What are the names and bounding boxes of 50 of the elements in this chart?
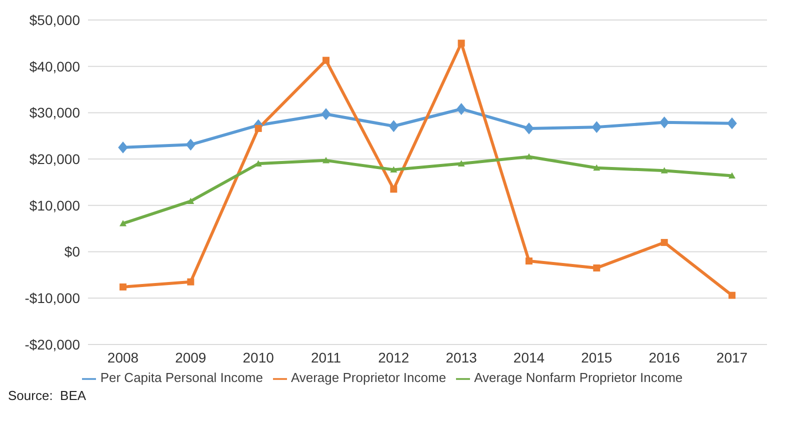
point bbox=[186, 138, 196, 151]
y-tick-label: $20,000 bbox=[29, 151, 80, 168]
point bbox=[322, 56, 330, 64]
legend-label: Average Proprietor Income bbox=[290, 370, 446, 386]
point bbox=[593, 164, 600, 171]
x-tick-label: 2015 bbox=[581, 349, 612, 366]
x-tick-label: 2009 bbox=[175, 349, 206, 366]
point bbox=[118, 142, 128, 154]
point bbox=[390, 166, 398, 173]
y-tick-label: -$20,000 bbox=[24, 336, 80, 352]
x-tick-label: 2011 bbox=[310, 349, 342, 366]
point bbox=[728, 172, 736, 179]
point bbox=[321, 108, 331, 120]
point bbox=[660, 167, 668, 174]
point bbox=[120, 283, 126, 290]
point bbox=[187, 278, 194, 286]
point bbox=[593, 264, 600, 272]
x-tick-label: 2014 bbox=[513, 349, 545, 366]
x-tick-label: 2010 bbox=[242, 349, 274, 366]
x-tick-label: 2012 bbox=[378, 349, 410, 366]
point bbox=[322, 156, 330, 164]
point bbox=[526, 153, 532, 160]
y-tick-label: $50,000 bbox=[29, 12, 80, 28]
point bbox=[526, 258, 532, 265]
legend-label: Per Capita Personal Income bbox=[100, 370, 263, 386]
y-tick-label: $40,000 bbox=[29, 58, 80, 74]
point bbox=[659, 116, 670, 128]
point bbox=[456, 103, 466, 115]
point bbox=[727, 117, 737, 130]
x-tick-label: 2016 bbox=[648, 349, 680, 366]
legend-label: Average Nonfarm Proprietor Income bbox=[474, 370, 683, 386]
x-tick-label: 2017 bbox=[716, 349, 748, 366]
source-note: Source: BEA bbox=[8, 388, 88, 403]
y-tick-label: -$10,000 bbox=[24, 290, 80, 306]
x-tick-label: 2013 bbox=[446, 349, 478, 366]
point bbox=[660, 238, 668, 246]
point bbox=[187, 198, 194, 204]
point bbox=[524, 122, 534, 134]
point bbox=[120, 220, 126, 226]
point bbox=[254, 124, 262, 132]
point bbox=[390, 186, 398, 193]
x-tick-label: 2008 bbox=[107, 349, 139, 366]
point bbox=[458, 40, 465, 47]
y-tick-label: $30,000 bbox=[29, 104, 80, 121]
point bbox=[388, 120, 399, 132]
y-tick-label: $0 bbox=[64, 244, 80, 260]
y-tick-label: $10,000 bbox=[29, 197, 80, 214]
point bbox=[728, 292, 736, 299]
point bbox=[592, 121, 602, 134]
point bbox=[458, 160, 465, 166]
